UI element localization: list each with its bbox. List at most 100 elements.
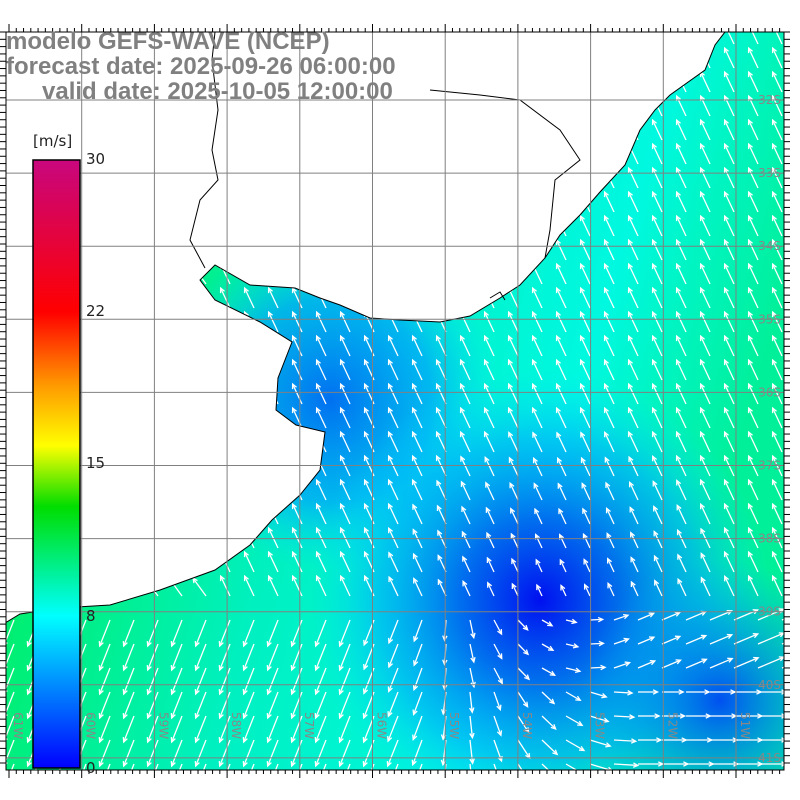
wind-arrow [339, 550, 351, 573]
wind-arrow [651, 118, 663, 141]
wind-arrow [723, 238, 735, 261]
wind-arrow [483, 382, 495, 405]
wind-arrow [485, 506, 495, 525]
wind-arrow [460, 480, 471, 501]
wind-arrow [517, 643, 530, 656]
wind-arrow [613, 637, 630, 645]
wind-arrow [651, 358, 663, 381]
wind-arrow [675, 334, 687, 357]
wind-arrow [534, 533, 543, 549]
wind-arrow [723, 70, 735, 93]
wind-arrow [98, 739, 111, 768]
wind-arrow [531, 310, 543, 333]
longitude-label: 60W [84, 712, 98, 739]
colorbar-tick-15: 15 [86, 454, 106, 472]
wind-arrow [583, 583, 591, 597]
wind-arrow [122, 667, 135, 696]
wind-arrow [675, 166, 687, 189]
wind-arrow [469, 619, 476, 640]
wind-arrow [560, 584, 567, 597]
wind-arrow [677, 553, 687, 573]
wind-arrow [469, 691, 475, 714]
wind-arrow [98, 643, 111, 672]
wind-arrow [675, 358, 687, 381]
wind-arrow [218, 715, 231, 744]
wind-arrow [459, 406, 471, 429]
wind-arrow [613, 714, 636, 720]
wind-arrow [675, 190, 687, 213]
wind-arrow [781, 666, 784, 669]
wind-arrow [242, 667, 255, 696]
wind-arrow [242, 715, 255, 744]
wind-arrow [122, 691, 135, 720]
wind-arrow [483, 334, 495, 357]
colorbar-tick-22: 22 [86, 302, 106, 320]
wind-arrow [314, 643, 327, 672]
wind-arrow [487, 581, 495, 597]
wind-arrow [638, 737, 663, 743]
wind-arrow [469, 667, 476, 689]
wind-arrow [218, 643, 231, 672]
axis-ticks [0, 24, 790, 778]
wind-arrow [386, 739, 399, 768]
wind-arrow [493, 691, 502, 712]
wind-arrow [387, 358, 399, 381]
wind-arrow [771, 502, 783, 525]
latitude-label: 35S [758, 312, 781, 326]
wind-arrow [517, 619, 529, 631]
wind-arrow [243, 286, 255, 309]
wind-arrow [723, 550, 735, 573]
wind-arrow [413, 643, 423, 667]
wind-arrow [493, 643, 503, 660]
wind-arrow [582, 507, 591, 525]
wind-arrow [652, 454, 663, 477]
wind-arrow [604, 430, 615, 453]
wind-arrow [531, 358, 543, 381]
wind-arrow [579, 358, 591, 381]
wind-arrow [394, 763, 399, 770]
wind-arrow [661, 635, 682, 645]
wind-arrow [461, 530, 471, 549]
wind-arrow [699, 502, 711, 525]
wind-arrow [535, 558, 543, 573]
wind-arrow [771, 382, 783, 405]
wind-arrow [630, 531, 639, 549]
latitude-label: 37S [758, 459, 781, 473]
wind-arrow [605, 506, 615, 525]
wind-arrow [676, 479, 687, 501]
wind-arrow [291, 310, 303, 333]
wind-arrow [637, 659, 657, 669]
wind-arrow [242, 691, 255, 720]
wind-arrow [771, 574, 783, 597]
wind-arrow [459, 430, 471, 453]
latitude-label: 40S [758, 678, 781, 692]
wind-arrow [266, 619, 279, 648]
wind-arrow [194, 691, 207, 720]
wind-arrow [771, 478, 783, 501]
wind-arrow [607, 582, 615, 597]
wind-arrow [676, 504, 687, 525]
wind-arrow [637, 636, 656, 645]
wind-arrow [771, 526, 783, 549]
wind-arrow [559, 558, 567, 573]
wind-arrow [638, 689, 660, 695]
wind-arrow [541, 691, 556, 705]
wind-arrow [462, 555, 471, 573]
wind-arrow [604, 456, 615, 477]
wind-arrow [122, 715, 135, 744]
wind-arrow [315, 478, 327, 501]
wind-arrow [603, 238, 615, 261]
wind-arrow [170, 739, 183, 768]
wind-arrow [411, 382, 423, 405]
wind-arrow [606, 557, 615, 573]
wind-arrow [627, 286, 639, 309]
wind-arrow [627, 430, 639, 453]
wind-arrow [218, 739, 231, 768]
wind-arrow [10, 763, 15, 770]
wind-arrow [771, 406, 783, 429]
wind-arrow [747, 262, 759, 285]
wind-arrow [387, 667, 399, 693]
wind-arrow [469, 643, 476, 664]
wind-arrow [589, 739, 612, 748]
wind-arrow [218, 691, 231, 720]
